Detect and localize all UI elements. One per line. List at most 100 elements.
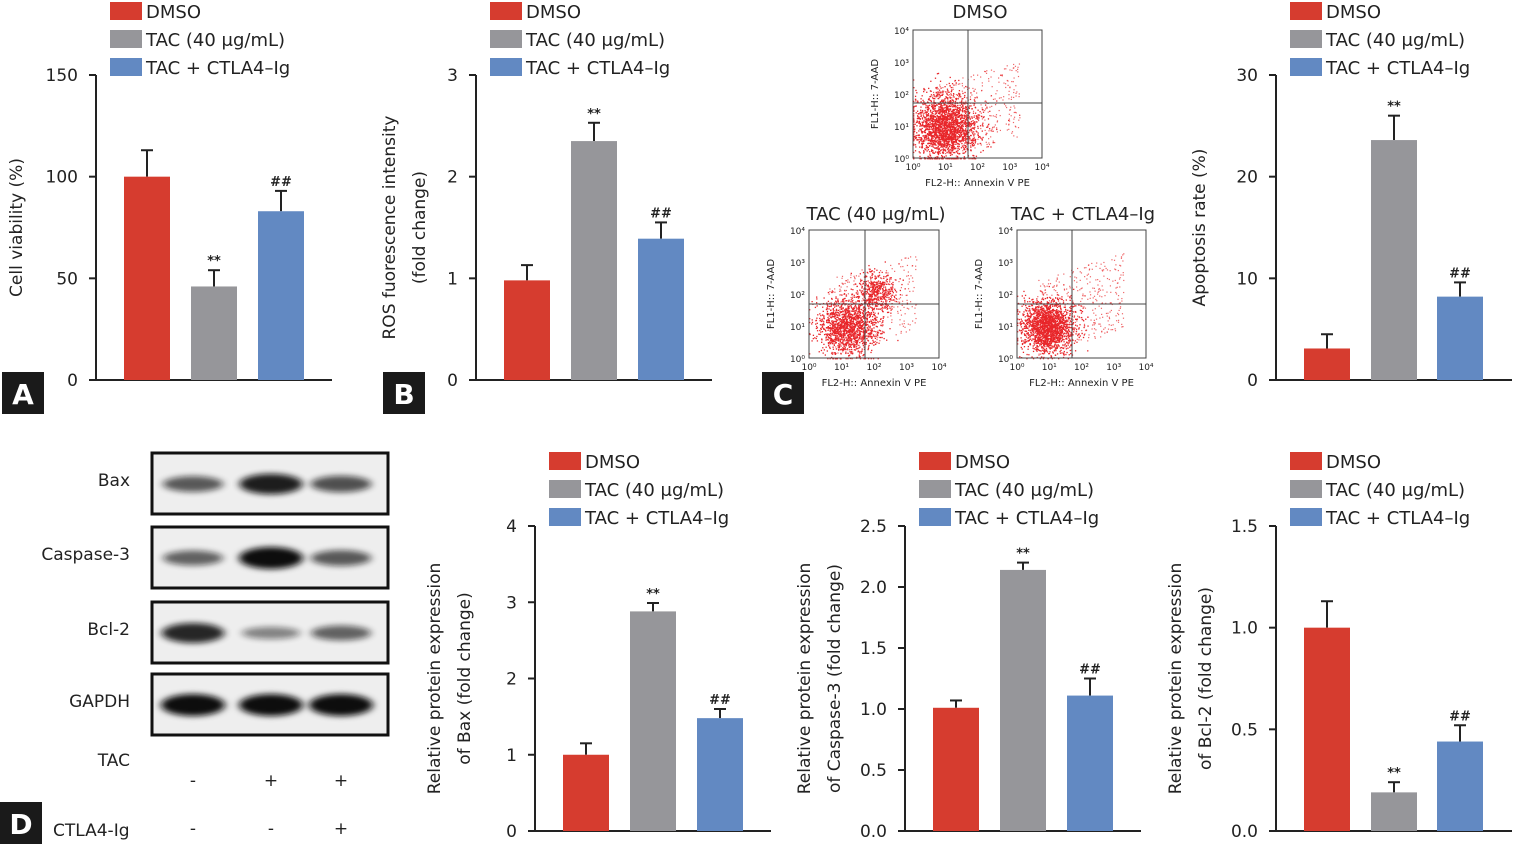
y-tick-label: 10³ <box>998 259 1013 269</box>
y-tick-label: 0 <box>67 371 78 391</box>
y-tick-label: 1.5 <box>1231 517 1258 537</box>
y-axis-label: Relative protein expression <box>425 563 445 795</box>
y-tick-label: 1 <box>447 269 458 289</box>
flow-y-label: FL1-H:: 7-AAD <box>766 259 777 329</box>
y-tick-label: 0.5 <box>1231 720 1258 740</box>
significance-marker: ** <box>587 107 601 122</box>
panel-label-box <box>383 372 425 414</box>
flow-plot-frame <box>808 229 940 359</box>
legend-label: TAC (40 μg/mL) <box>145 30 285 51</box>
protein-band <box>162 476 224 492</box>
bar-dmso <box>1304 627 1350 831</box>
bar-dmso <box>933 707 979 831</box>
bar-chart-D-bax: DMSO TAC (40 μg/mL) TAC + CTLA4–Ig 0 1 2 3 4 Rel… <box>425 452 771 842</box>
flow-x-label: FL2-H:: Annexin V PE <box>925 178 1030 189</box>
legend-swatch <box>490 2 522 20</box>
legend-swatch <box>1290 58 1322 76</box>
x-tick-label: 10⁰ <box>905 163 920 173</box>
significance-marker: ## <box>1079 663 1101 678</box>
flow-x-label: FL2-H:: Annexin V PE <box>1029 378 1134 389</box>
protein-band <box>161 694 225 716</box>
legend-swatch <box>110 2 142 20</box>
y-tick-label: 1.0 <box>1231 619 1258 639</box>
protein-band <box>239 694 303 716</box>
x-tick-label: 10⁴ <box>931 363 946 373</box>
y-tick-label: 3 <box>506 593 517 613</box>
y-axis-label: Relative protein expression <box>1166 563 1186 795</box>
legend-label: TAC + CTLA4–Ig <box>1325 58 1470 79</box>
protein-band <box>163 550 223 566</box>
x-tick-label: 10¹ <box>834 363 849 373</box>
x-tick-label: 10⁴ <box>1034 163 1049 173</box>
significance-marker: ## <box>1449 709 1471 724</box>
blot-row-label: Bcl-2 <box>87 620 130 640</box>
blot-row-gapdh: GAPDH <box>69 672 390 737</box>
legend-label: DMSO <box>526 2 581 23</box>
legend-label: DMSO <box>1326 452 1381 473</box>
y-tick-label: 30 <box>1236 66 1258 86</box>
legend-label: TAC + CTLA4–Ig <box>145 58 290 79</box>
treatment-label: CTLA4-Ig <box>53 821 130 841</box>
panel-label: A <box>12 378 34 411</box>
x-tick-label: 10¹ <box>1042 363 1057 373</box>
x-tick-label: 10² <box>866 363 881 373</box>
legend-label: DMSO <box>955 452 1010 473</box>
bar-tac <box>630 611 676 831</box>
flow-plot-frame <box>912 29 1043 159</box>
legend-swatch <box>919 508 951 526</box>
flow-plot-frame <box>1016 229 1147 359</box>
significance-marker: ** <box>1387 766 1401 781</box>
y-tick-label: 10² <box>790 291 805 301</box>
flow-dots <box>809 256 918 360</box>
y-tick-label: 1.0 <box>860 700 887 720</box>
y-tick-label: 100 <box>46 168 78 188</box>
significance-marker: ** <box>1387 100 1401 115</box>
legend-label: TAC + CTLA4–Ig <box>1325 508 1470 529</box>
protein-band <box>311 625 371 641</box>
y-tick-label: 20 <box>1236 168 1258 188</box>
legend-label: DMSO <box>146 2 201 23</box>
x-tick-label: 10³ <box>899 363 914 373</box>
protein-band <box>309 694 373 716</box>
bar-tac-ctla4ig <box>1437 296 1483 380</box>
protein-band <box>310 475 372 493</box>
bar-tac-ctla4ig <box>1067 695 1113 831</box>
legend-label: TAC (40 μg/mL) <box>584 480 724 501</box>
legend-swatch <box>919 480 951 498</box>
treatment-label: TAC <box>97 751 130 771</box>
significance-marker: ## <box>709 693 731 708</box>
legend-label: TAC + CTLA4–Ig <box>954 508 1099 529</box>
protein-band <box>241 626 301 640</box>
bar-chart-C-apoptosis: DMSO TAC (40 μg/mL) TAC + CTLA4–Ig 0 10 20 30 A… <box>1190 2 1512 391</box>
bar-dmso <box>1304 348 1350 380</box>
legend-label: TAC (40 μg/mL) <box>1325 30 1465 51</box>
blot-row-bcl-2: Bcl-2 <box>87 600 390 665</box>
significance-marker: ** <box>646 587 660 602</box>
bar-chart-B: DMSO TAC (40 μg/mL) TAC + CTLA4–Ig 0 1 2 3 ROS … <box>380 2 712 391</box>
y-axis-label: Cell viability (%) <box>7 158 27 297</box>
y-tick-label: 0 <box>447 371 458 391</box>
flow-y-label: FL1-H:: 7-AAD <box>870 59 881 129</box>
panel-label-box <box>2 372 44 414</box>
x-tick-label: 10³ <box>1002 163 1017 173</box>
legend-label: DMSO <box>585 452 640 473</box>
y-tick-label: 50 <box>56 269 78 289</box>
bar-tac-ctla4ig <box>1437 741 1483 831</box>
y-axis-label: of Caspase-3 (fold change) <box>825 564 845 793</box>
y-tick-label: 10⁴ <box>790 227 805 237</box>
legend-swatch <box>110 30 142 48</box>
legend-swatch <box>1290 30 1322 48</box>
blot-row-bax: Bax <box>98 451 390 516</box>
y-axis-label: of Bax (fold change) <box>455 592 475 764</box>
x-tick-label: 10⁰ <box>801 363 816 373</box>
legend-swatch <box>549 480 581 498</box>
treatment-sign: + <box>264 771 278 791</box>
y-tick-label: 0.0 <box>1231 822 1258 842</box>
y-tick-label: 3 <box>447 66 458 86</box>
x-tick-label: 10⁰ <box>1009 363 1024 373</box>
legend-label: DMSO <box>1326 2 1381 23</box>
legend-swatch <box>110 58 142 76</box>
bar-dmso <box>563 754 609 831</box>
